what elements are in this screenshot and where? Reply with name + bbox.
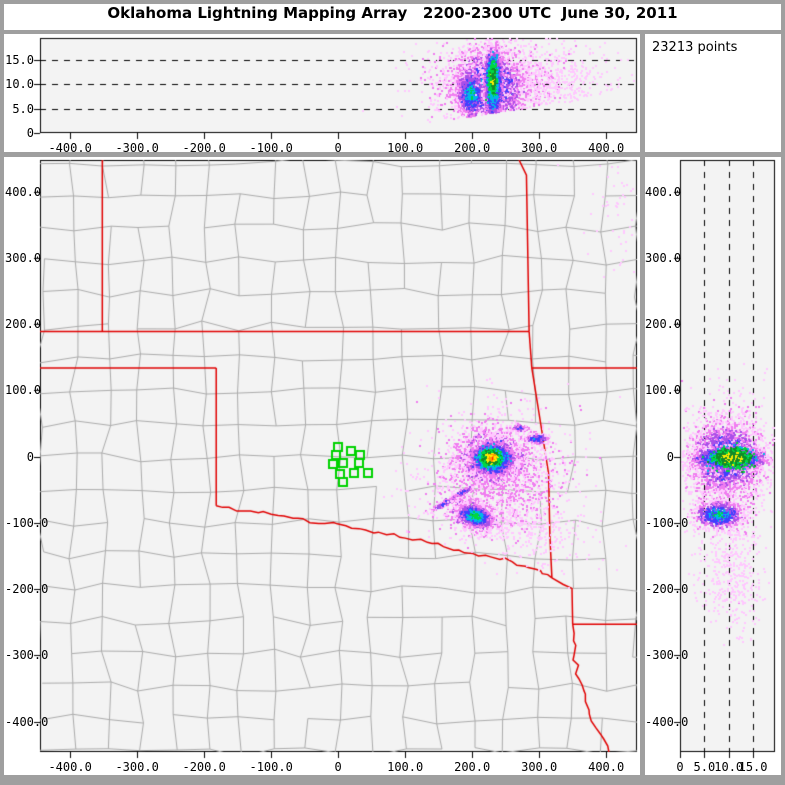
axis-tick-label: 0 <box>26 126 34 140</box>
axis-tick-label: 200.0 <box>645 317 682 332</box>
axis-tick-label: 10.0 <box>714 760 744 774</box>
axis-tick-label: 15.0 <box>738 760 768 774</box>
axis-tick-label: 400.0 <box>5 184 42 199</box>
axis-tick-label: -300.0 <box>115 141 159 155</box>
axis-tick-label: -400.0 <box>48 760 92 774</box>
axis-tick-label: 200.0 <box>5 317 42 332</box>
points-count-panel: 23213 points <box>645 34 781 152</box>
ns-altitude-canvas[interactable] <box>645 157 781 775</box>
axis-tick-label: 100.0 <box>387 760 424 774</box>
axis-tick-label: 0 <box>334 141 342 155</box>
points-count-label: 23213 points <box>652 40 738 55</box>
axis-tick-label: 400.0 <box>588 141 625 155</box>
axis-tick-label: -400.0 <box>48 141 92 155</box>
axis-tick-label: -200.0 <box>182 141 226 155</box>
axis-tick-label: -200.0 <box>645 582 689 597</box>
axis-tick-label: -300.0 <box>5 648 49 663</box>
axis-tick-label: -100.0 <box>249 760 293 774</box>
axis-tick-label: -400.0 <box>645 714 689 729</box>
axis-tick-label: 300.0 <box>521 760 558 774</box>
axis-tick-label: 100.0 <box>5 383 42 398</box>
axis-tick-label: 200.0 <box>454 141 491 155</box>
axis-tick-label: 5.0 <box>693 760 716 774</box>
axis-tick-label: 100.0 <box>645 383 682 398</box>
axis-tick-label: 300.0 <box>521 141 558 155</box>
axis-tick-label: 300.0 <box>645 251 682 265</box>
axis-tick-label: -100.0 <box>645 515 689 530</box>
plan-view-canvas[interactable] <box>4 157 640 775</box>
axis-tick-label: -300.0 <box>645 648 689 663</box>
axis-tick-label: -400.0 <box>5 714 49 729</box>
axis-tick-label: -100.0 <box>249 141 293 155</box>
axis-tick-label: -100.0 <box>5 515 49 530</box>
axis-tick-label: -200.0 <box>182 760 226 774</box>
ew-altitude-panel: -400.0 -300.0 -200.0 -100.0 0 100.0 200.0 300.0… <box>4 34 640 155</box>
axis-tick-label: 0 <box>26 449 34 464</box>
ew-altitude-canvas[interactable] <box>4 34 640 152</box>
plan-view-panel: -400.0 -300.0 -200.0 -100.0 0 100.0 200.0 300.0… <box>4 157 640 775</box>
axis-tick-label: 400.0 <box>588 760 625 774</box>
axis-tick-label: 400.0 <box>645 184 682 199</box>
axis-tick-label: 5.0 <box>12 101 34 116</box>
axis-tick-label: 0 <box>676 760 684 774</box>
axis-tick-label: 15.0 <box>5 52 34 67</box>
axis-tick-label: 10.0 <box>5 77 34 92</box>
axis-tick-label: 200.0 <box>454 760 491 774</box>
axis-tick-label: 300.0 <box>5 251 42 265</box>
axis-tick-label: 0 <box>334 760 342 774</box>
axis-tick-label: 0 <box>666 449 674 464</box>
page-title: Oklahoma Lightning Mapping Array 2200-23… <box>4 4 781 30</box>
axis-tick-label: -300.0 <box>115 760 159 774</box>
axis-tick-label: 100.0 <box>387 141 424 155</box>
ns-altitude-panel: 0 5.0 10.0 15.0 400.0 300.0 200.0 100.0 0 -100.0 -… <box>645 157 781 775</box>
axis-tick-label: -200.0 <box>5 582 49 597</box>
